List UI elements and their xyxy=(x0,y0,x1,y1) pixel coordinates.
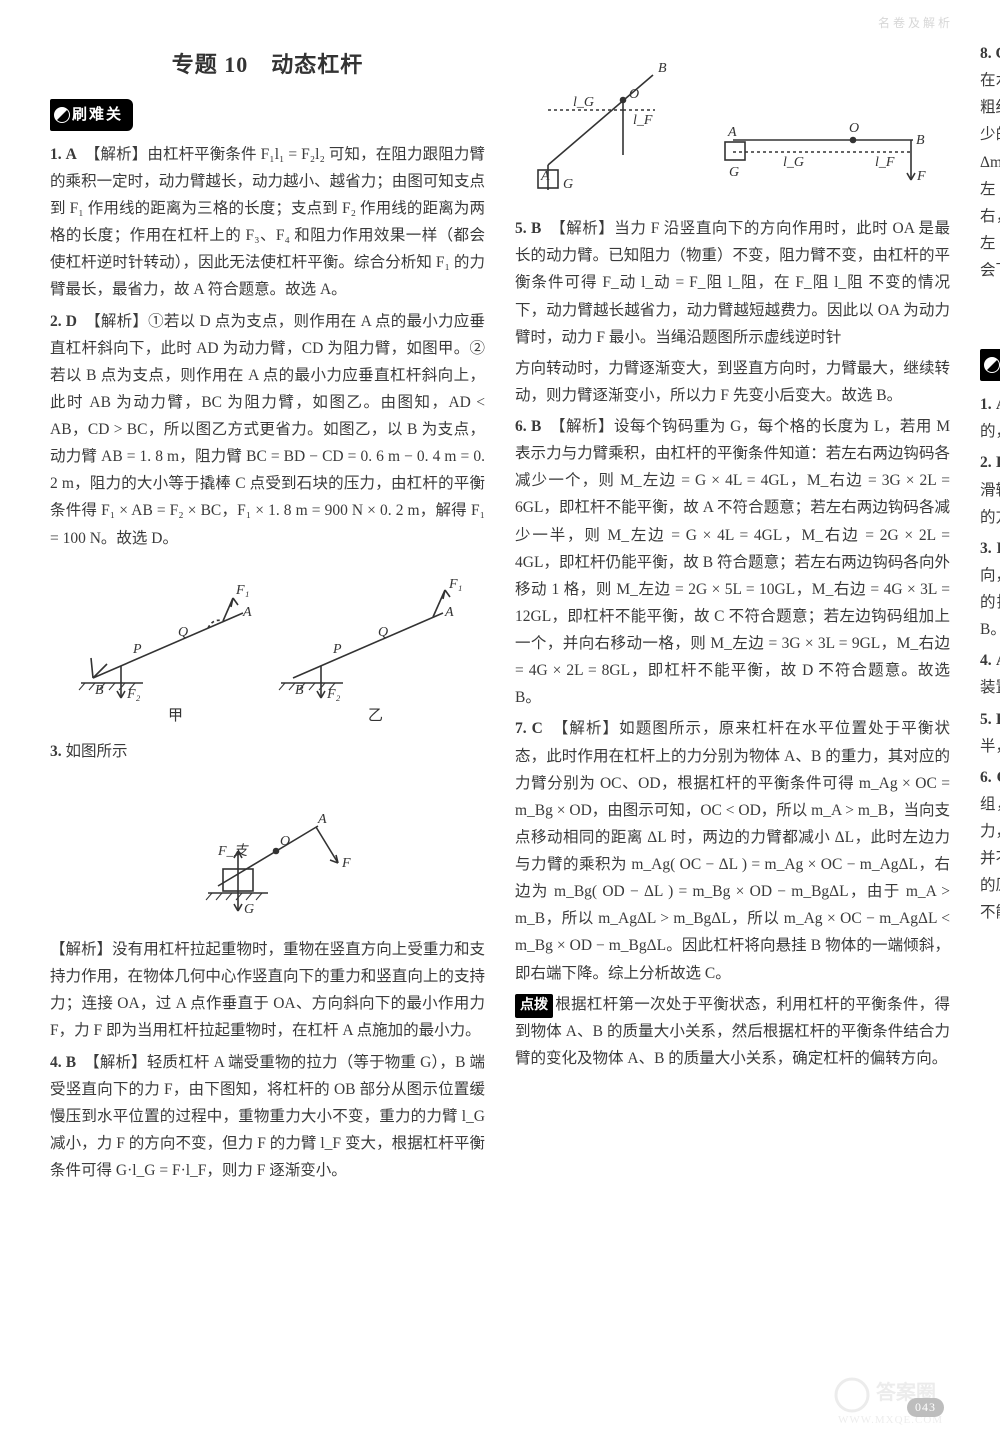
page-body: 专题 10 动态杠杆 刷难关 1. A 【解析】由杠杆平衡条件 F₁l₁ = F… xyxy=(0,0,1000,1370)
item-number: 8. xyxy=(980,45,992,62)
item-answer: D xyxy=(66,313,77,330)
item-number: 3. xyxy=(980,540,992,557)
badge-shua-nanguan: 刷难关 xyxy=(50,99,485,131)
svg-text:O: O xyxy=(849,121,859,136)
item-7: 7. C 【解析】如题图所示，原来杠杆在水平位置处于平衡状态，此时作用在杠杆上的… xyxy=(515,715,950,986)
svg-text:Q: Q xyxy=(378,625,388,640)
svg-text:A: A xyxy=(317,812,327,827)
item-number: 6. xyxy=(980,769,992,786)
item-answer: C xyxy=(996,45,1000,62)
item-number: 7. xyxy=(515,720,527,737)
svg-text:F: F xyxy=(916,169,926,184)
item-4: 4. B 【解析】轻质杠杆 A 端受重物的拉力（等于物重 G），B 端受竖直向下… xyxy=(50,1049,485,1185)
jichu-3: 3. B 【解析】因为定滑轮相当于等臂杠杆，只能改变力的方向，但不省力；故用定滑… xyxy=(980,535,1000,644)
item-answer: 如图所示 xyxy=(66,743,128,760)
badge-shua-jichu: 刷基础 xyxy=(980,349,1000,381)
watermark: 答案圈 WWW.MXQE.COM xyxy=(832,1373,972,1429)
svg-text:l_F: l_F xyxy=(875,155,895,170)
item-answer: A xyxy=(996,396,1000,413)
svg-text:乙: 乙 xyxy=(368,708,383,723)
item-answer: A xyxy=(996,652,1000,669)
figure-item3: O F_支 G A F xyxy=(50,771,485,930)
item-1: 1. A 【解析】由杠杆平衡条件 F₁l₁ = F₂l₂ 可知，在阻力跟阻力臂的… xyxy=(50,141,485,304)
item-explain: 【解析】轻质杠杆 A 端受重物的拉力（等于物重 G），B 端受竖直向下的力 F，… xyxy=(50,1054,485,1180)
item-number: 5. xyxy=(980,711,992,728)
item-explain: 【解析】当力 F 沿竖直向下的方向作用时，此时 OA 是最长的动力臂。已知阻力（… xyxy=(515,220,950,346)
item-number: 6. xyxy=(515,418,527,435)
svg-text:F: F xyxy=(341,856,351,871)
dianbo-badge: 点拨 xyxy=(515,994,553,1019)
item-answer: C xyxy=(997,769,1000,786)
item-answer: B xyxy=(531,220,541,237)
item-5: 5. B 【解析】当力 F 沿竖直向下的方向作用时，此时 OA 是最长的动力臂。… xyxy=(515,215,950,351)
item-number: 1. xyxy=(980,396,992,413)
item-answer: D xyxy=(996,454,1000,471)
svg-text:O: O xyxy=(280,834,290,849)
item-number: 5. xyxy=(515,220,527,237)
jichu-5: 5. B 【解析】由图知，两段绳子承担物重，则拉力为重力的一半，重力为 1 N，… xyxy=(980,706,1000,760)
topic-title: 专题 10 动态杠杆 xyxy=(50,46,485,85)
item-8: 8. C 【解析】设左右两边的蜡烛质量分别为 m_左、m_右，杠杆在水平位置平衡… xyxy=(980,40,1000,284)
svg-text:G: G xyxy=(729,165,739,180)
svg-text:B: B xyxy=(658,61,667,76)
svg-text:B: B xyxy=(916,133,925,148)
svg-text:F_支: F_支 xyxy=(217,843,250,859)
item-number: 2. xyxy=(980,454,992,471)
item-3: 3. 如图所示 xyxy=(50,738,485,765)
badge-label: 刷基础 xyxy=(980,349,1000,381)
item-answer: A xyxy=(66,146,77,163)
item-answer: B xyxy=(996,711,1000,728)
item-explain: 【解析】设每个钩码重为 G，每个格的长度为 L，若用 M 表示力与力臂乘积，由杠… xyxy=(515,418,950,706)
item-explain: 【解析】没有用杠杆拉起重物时，重物在竖直方向上受重力和支持力作用，在物体几何中心… xyxy=(50,941,485,1039)
svg-text:l_G: l_G xyxy=(783,155,804,170)
item-answer: C xyxy=(532,720,543,737)
svg-text:l_F: l_F xyxy=(633,113,653,128)
figure-levers-pair: F₁ A P Q B F₂ F₁ A P Q xyxy=(50,558,485,732)
item-explain: 【解析】将动滑轮和定滑轮结合在一起使用时组成滑轮组，根据滑轮组的省力特点，承担物… xyxy=(980,769,1000,922)
svg-text:F₁: F₁ xyxy=(448,577,462,592)
svg-text:F₂: F₂ xyxy=(326,687,341,702)
svg-text:G: G xyxy=(244,902,254,917)
svg-text:Q: Q xyxy=(178,625,188,640)
svg-text:A: A xyxy=(242,605,252,620)
item-explain: 【解析】由杠杆平衡条件 F₁l₁ = F₂l₂ 可知，在阻力跟阻力臂的乘积一定时… xyxy=(50,146,485,299)
item-answer: B xyxy=(531,418,541,435)
section-2-title: 第 2 节 滑轮 xyxy=(980,302,1000,339)
svg-text:甲: 甲 xyxy=(168,708,183,723)
jichu-1: 1. A 【解析】甲、乙、丙滑轮的轴与天花板相连，是固定不动的，是定滑轮，丁滑轮… xyxy=(980,391,1000,445)
item-explain: 【解析】如题图所示，原来杠杆在水平位置处于平衡状态，此时作用在杠杆上的力分别为物… xyxy=(515,720,950,981)
item-2: 2. D 【解析】①若以 D 点为支点，则作用在 A 点的最小力应垂直杠杆斜向下… xyxy=(50,308,485,552)
jichu-4: 4. A 【解析】从图中可以看出，该滑轮与船一起移动，因此该装置是动滑轮，优点是… xyxy=(980,647,1000,701)
svg-text:P: P xyxy=(332,642,342,657)
item-number: 1. xyxy=(50,146,62,163)
svg-text:P: P xyxy=(132,642,142,657)
svg-text:G: G xyxy=(563,177,573,192)
item-5-cont: 方向转动时，力臂逐渐变大，到竖直方向时，力臂最大，继续转动，则力臂逐渐变小，所以… xyxy=(515,355,950,409)
svg-text:A: A xyxy=(444,605,454,620)
svg-text:F₁: F₁ xyxy=(235,583,249,598)
item-number: 4. xyxy=(980,652,992,669)
item-answer: B xyxy=(997,540,1000,557)
svg-text:l_G: l_G xyxy=(573,95,594,110)
item-3-explain: 【解析】没有用杠杆拉起重物时，重物在竖直方向上受重力和支持力作用，在物体几何中心… xyxy=(50,936,485,1045)
dianbo-text: 根据杠杆第一次处于平衡状态，利用杠杆的平衡条件，得到物体 A、B 的质量大小关系… xyxy=(515,996,950,1068)
item-explain: 【解析】设左右两边的蜡烛质量分别为 m_左、m_右，杠杆在水平位置平衡，m_左 … xyxy=(980,45,1000,279)
svg-text:O: O xyxy=(629,87,639,102)
item-7-dianbo: 点拨根据杠杆第一次处于平衡状态，利用杠杆的平衡条件，得到物体 A、B 的质量大小… xyxy=(515,991,950,1073)
item-explain: 【解析】①若以 D 点为支点，则作用在 A 点的最小力应垂直杠杆斜向下，此时 A… xyxy=(50,313,485,547)
jichu-2: 2. D 【解析】旗杆顶部装有一个滑轮用来升、降国旗，它是定滑轮，不可以上下移动… xyxy=(980,449,1000,530)
page-number: 043 xyxy=(907,1398,944,1417)
item-6: 6. B 【解析】设每个钩码重为 G，每个格的长度为 L，若用 M 表示力与力臂… xyxy=(515,413,950,711)
badge-label: 刷难关 xyxy=(50,99,133,131)
item-number: 2. xyxy=(50,313,62,330)
header-right: 名 卷 及 解 析 xyxy=(878,14,950,31)
figure-item4: B A O l_G l_F G O A B xyxy=(515,40,950,209)
item-number: 3. xyxy=(50,743,62,760)
item-answer: B xyxy=(66,1054,76,1071)
svg-text:A: A xyxy=(727,125,737,140)
item-number: 4. xyxy=(50,1054,62,1071)
jichu-6: 6. C 【解析】将动滑轮和定滑轮结合在一起使用时组成滑轮组，根据滑轮组的省力特… xyxy=(980,764,1000,927)
svg-text:F₂: F₂ xyxy=(126,687,141,702)
